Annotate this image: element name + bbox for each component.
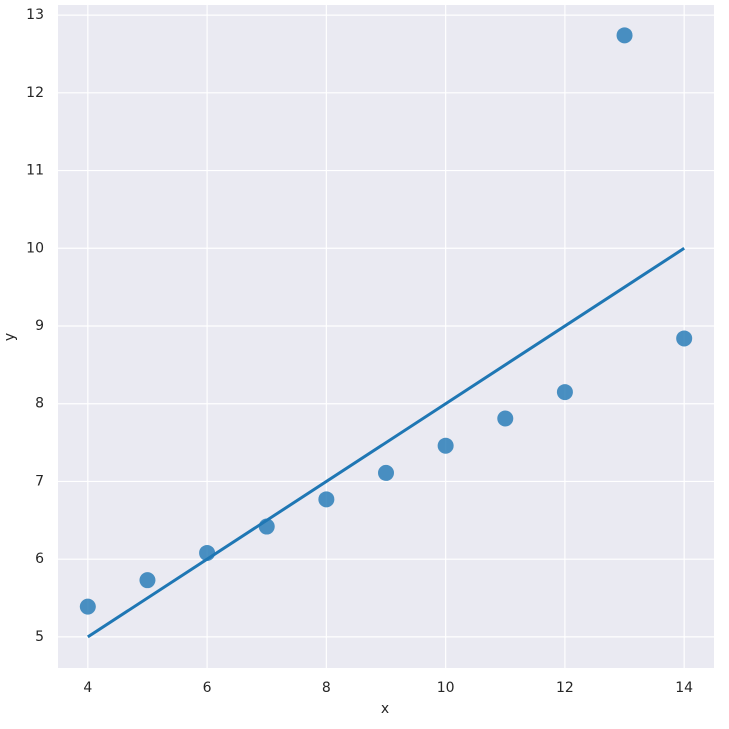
point	[258, 518, 275, 535]
y-tick-label: 5	[35, 629, 44, 645]
y-tick-label: 13	[26, 7, 44, 23]
point	[676, 330, 693, 347]
y-tick-label: 6	[35, 551, 44, 567]
point	[497, 410, 514, 427]
y-axis-label: y	[2, 333, 18, 341]
point	[139, 572, 156, 589]
y-tick-label: 9	[35, 318, 44, 334]
y-tick-label: 8	[35, 396, 44, 412]
x-axis-label: x	[381, 701, 389, 717]
point	[437, 437, 454, 454]
x-tick-label: 6	[203, 680, 212, 696]
y-tick-label: 7	[35, 473, 44, 489]
x-tick-label: 10	[437, 680, 455, 696]
y-tick-label: 11	[26, 163, 44, 179]
plot-area	[58, 5, 714, 668]
point	[318, 491, 335, 508]
point	[199, 544, 216, 561]
point	[556, 384, 573, 401]
point	[378, 464, 394, 481]
x-tick-label: 4	[83, 680, 92, 696]
y-tick-label: 12	[26, 85, 44, 101]
x-tick-label: 8	[322, 680, 331, 696]
point	[616, 27, 633, 44]
x-tick-label: 12	[556, 680, 574, 696]
point	[79, 598, 96, 615]
x-tick-label: 14	[675, 680, 693, 696]
fit-line	[86, 247, 686, 639]
y-tick-label: 10	[26, 240, 44, 256]
